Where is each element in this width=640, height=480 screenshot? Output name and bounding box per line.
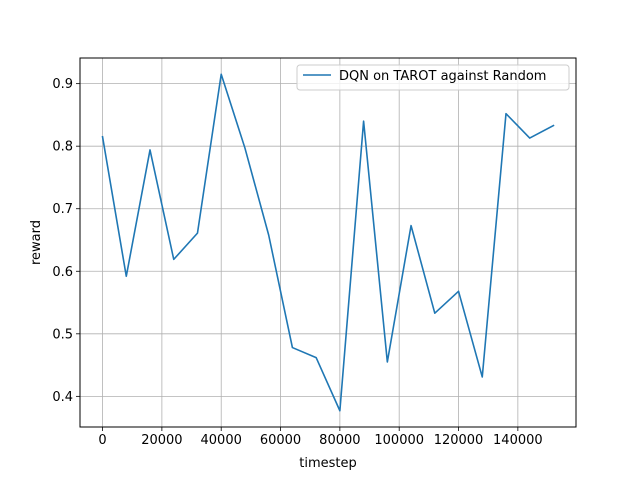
x-tick-label: 40000: [201, 433, 242, 448]
y-tick-label: 0.7: [52, 202, 73, 217]
legend-label: DQN on TAROT against Random: [339, 69, 546, 84]
x-tick-label: 0: [98, 433, 106, 448]
x-axis-label: timestep: [299, 456, 357, 471]
y-tick-label: 0.6: [52, 265, 73, 280]
y-tick-label: 0.8: [52, 140, 73, 155]
legend: DQN on TAROT against Random: [296, 64, 570, 91]
y-axis-ticks: 0.4 0.5 0.6 0.7 0.8 0.9: [52, 77, 80, 405]
x-tick-label: 20000: [141, 433, 182, 448]
series-line: [101, 73, 555, 412]
legend-box: [296, 64, 570, 91]
y-tick-label: 0.9: [52, 77, 73, 92]
x-axis-ticks: 0 20000 40000 60000 80000 100000 120000 140000: [98, 427, 543, 448]
y-tick-label: 0.4: [52, 390, 73, 405]
x-tick-label: 80000: [319, 433, 360, 448]
x-tick-label: 60000: [260, 433, 301, 448]
series-layer: [101, 73, 555, 412]
x-tick-label: 140000: [493, 433, 543, 448]
y-axis-label: reward: [29, 220, 44, 265]
x-tick-label: 120000: [434, 433, 484, 448]
plot-frame: [79, 57, 577, 428]
x-tick-label: 100000: [374, 433, 424, 448]
y-tick-label: 0.5: [52, 327, 73, 342]
